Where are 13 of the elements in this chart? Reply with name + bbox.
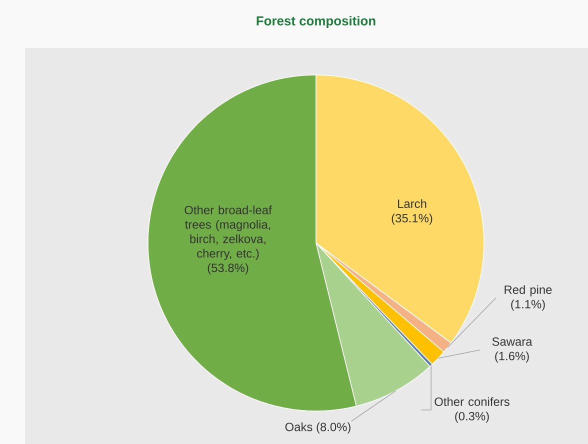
data-label: (53.8%) [208, 263, 248, 274]
slice-label: Other conifers [434, 397, 510, 406]
data-label: (1.6%) [495, 351, 529, 363]
chart-title: Forest composition [256, 16, 376, 28]
data-label: (8.0%) [316, 422, 350, 434]
slice-label: Larch [398, 199, 426, 208]
slice-label: Red pine [504, 285, 552, 296]
slice-label: Other broad-leaf trees (magnolia, birch, zelkova, cherry, etc.) [184, 206, 272, 260]
data-label: (35.1%) [392, 214, 432, 225]
slice-label: Oaks [285, 422, 312, 432]
data-label: (1.1%) [511, 300, 545, 311]
slice-label: Sawara [492, 337, 532, 346]
data-label: (0.3%) [455, 412, 489, 423]
